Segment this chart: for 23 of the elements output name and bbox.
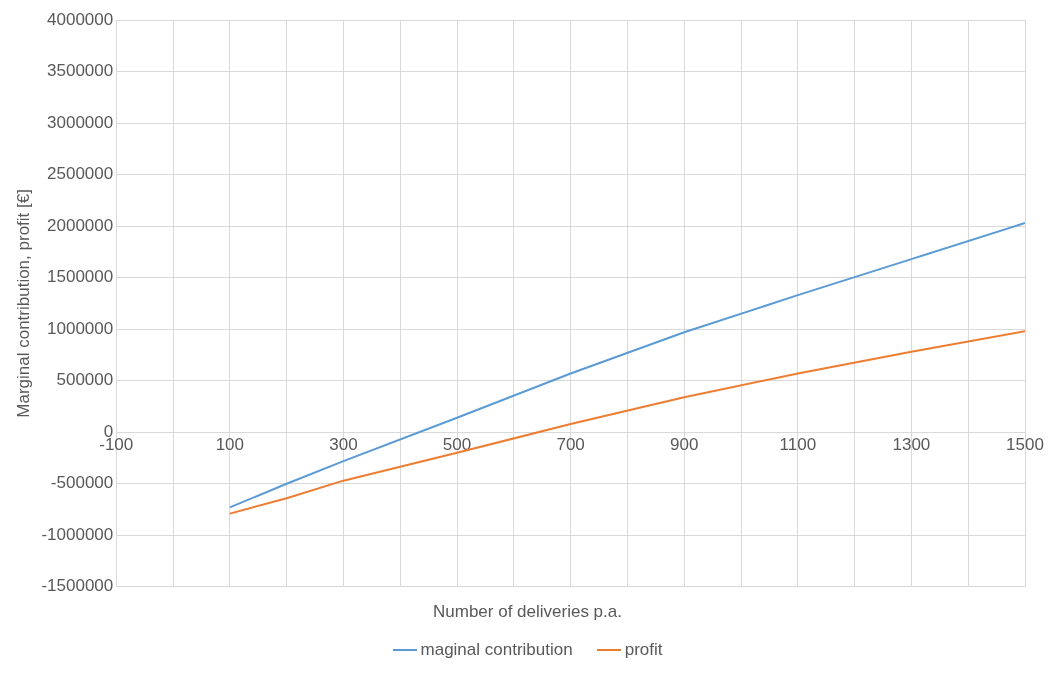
x-tick-label: 1100 [779, 435, 817, 455]
x-axis-title: Number of deliveries p.a. [432, 602, 623, 622]
y-tick-label: 1000000 [47, 318, 114, 338]
legend-label: profit [624, 640, 663, 660]
x-tick-label: 900 [670, 435, 699, 455]
x-tick-label: 1300 [892, 435, 931, 455]
y-tick-label: -500000 [50, 473, 114, 493]
y-tick-label: 4000000 [47, 9, 114, 29]
y-tick-label: 500000 [56, 370, 114, 390]
y-axis-title: Marginal contribution, profit [€] [13, 189, 33, 418]
y-tick-label: 1500000 [47, 267, 114, 287]
x-tick-label: 300 [329, 435, 358, 455]
x-tick-label: 700 [556, 435, 585, 455]
x-tick-label: 500 [442, 435, 472, 455]
y-tick-label: 2000000 [47, 215, 114, 235]
y-tick-label: 3000000 [47, 112, 114, 132]
y-tick-label: -1000000 [41, 524, 114, 544]
legend-label: maginal contribution [420, 640, 573, 660]
y-tick-label: -1500000 [41, 576, 114, 596]
x-tick-label: 1500 [1006, 435, 1044, 455]
x-tick-label: 100 [215, 435, 245, 455]
y-tick-label: 3500000 [47, 61, 114, 81]
y-tick-label: 2500000 [47, 164, 114, 184]
